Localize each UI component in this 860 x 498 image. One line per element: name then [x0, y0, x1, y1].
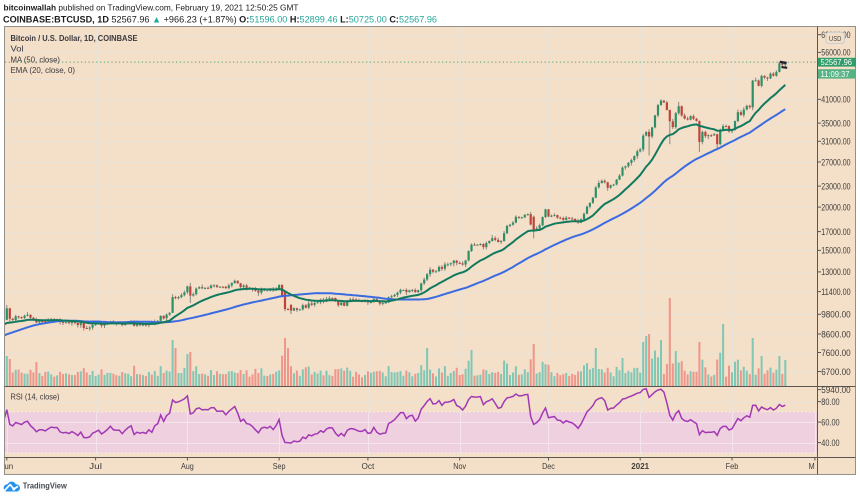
svg-text:Jun: Jun: [0, 462, 13, 471]
svg-text:35000.00: 35000.00: [821, 118, 850, 128]
svg-text:Feb: Feb: [726, 462, 739, 471]
svg-text:Nov: Nov: [453, 462, 466, 471]
svg-text:9800.00: 9800.00: [821, 310, 850, 320]
svg-text:RSI (14, close): RSI (14, close): [11, 392, 60, 401]
svg-text:Sep: Sep: [273, 462, 286, 471]
svg-text:15000.00: 15000.00: [821, 246, 850, 256]
svg-text:Mar: Mar: [809, 462, 822, 471]
svg-text:27000.00: 27000.00: [821, 157, 850, 167]
svg-text:TradingView: TradingView: [23, 481, 67, 491]
svg-text:MA (50, close): MA (50, close): [11, 55, 61, 64]
svg-text:5940.00: 5940.00: [821, 385, 847, 395]
svg-text:31000.00: 31000.00: [821, 137, 850, 147]
svg-text:52567.96: 52567.96: [821, 57, 853, 67]
svg-text:8600.00: 8600.00: [821, 329, 850, 339]
svg-text:60.00: 60.00: [821, 417, 839, 427]
svg-text:5940.00: 5940.00: [821, 385, 850, 395]
svg-text:11400.00: 11400.00: [821, 287, 850, 297]
svg-text:20000.00: 20000.00: [821, 202, 850, 212]
svg-text:bitcoinwallah published on Tra: bitcoinwallah published on TradingView.c…: [4, 2, 300, 12]
svg-text:6700.00: 6700.00: [821, 367, 850, 377]
svg-text:80.00: 80.00: [821, 397, 839, 407]
svg-text:Oct: Oct: [362, 462, 376, 471]
svg-text:11:09:37: 11:09:37: [821, 69, 850, 79]
svg-text:13000.00: 13000.00: [821, 267, 850, 277]
svg-text:23000.00: 23000.00: [821, 181, 850, 191]
svg-text:17000.00: 17000.00: [821, 227, 850, 237]
svg-text:41000.00: 41000.00: [821, 95, 850, 105]
svg-text:Jul: Jul: [89, 462, 102, 471]
svg-text:Aug: Aug: [181, 462, 194, 471]
svg-text:56000.00: 56000.00: [821, 48, 850, 58]
svg-text:2021: 2021: [631, 462, 649, 471]
svg-text:Dec: Dec: [542, 462, 555, 471]
svg-text:EMA (20, close, 0): EMA (20, close, 0): [11, 66, 76, 75]
svg-text:Bitcoin / U.S. Dollar, 1D, COI: Bitcoin / U.S. Dollar, 1D, COINBASE: [11, 33, 138, 43]
svg-text:40.00: 40.00: [821, 438, 839, 448]
svg-text:Vol: Vol: [11, 45, 24, 54]
svg-text:COINBASE:BTCUSD, 1D 52567.96 ▲: COINBASE:BTCUSD, 1D 52567.96 ▲ +966.23 (…: [3, 15, 437, 25]
svg-text:7600.00: 7600.00: [821, 348, 850, 358]
svg-text:USD: USD: [829, 34, 842, 43]
